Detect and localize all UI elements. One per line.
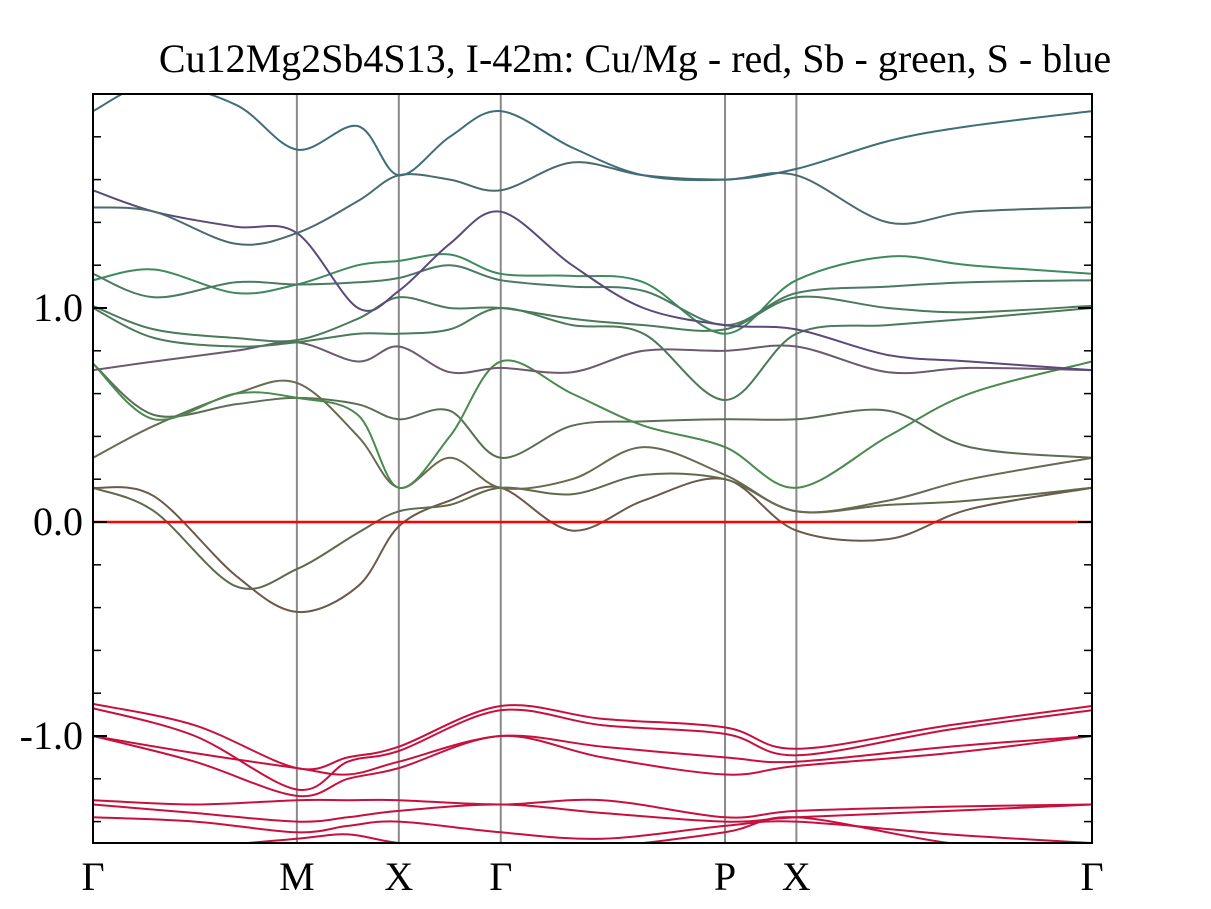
band-c5 <box>93 798 1092 819</box>
band-c3 <box>93 734 1092 776</box>
band-c6 <box>93 803 1092 823</box>
band-g13 <box>93 94 1092 182</box>
band-c8 <box>236 816 959 843</box>
x-tick-label-3: Γ <box>489 854 512 899</box>
y-tick-label-1: 0.0 <box>33 499 83 544</box>
band-g8 <box>93 295 1092 343</box>
band-g7 <box>93 306 1092 402</box>
band-g3 <box>93 379 1092 514</box>
x-tick-label-1: M <box>279 854 315 899</box>
band-g1 <box>93 477 1092 613</box>
band-g2 <box>93 472 1092 590</box>
band-c2 <box>93 707 1092 791</box>
x-tick-label-4: P <box>714 854 736 899</box>
band-g9 <box>93 253 1092 335</box>
high-symmetry-lines <box>295 94 798 843</box>
x-tick-label-0: Γ <box>81 854 104 899</box>
y-axis-ticks: 1.0 0.0 -1.0 <box>20 136 1092 823</box>
y-tick-label-0: 1.0 <box>33 285 83 330</box>
y-tick-label-2: -1.0 <box>20 713 83 758</box>
band-g12 <box>93 161 1092 246</box>
band-c4 <box>93 734 1092 798</box>
band-g10 <box>93 264 1092 327</box>
chart-title: Cu12Mg2Sb4S13, I-42m: Cu/Mg - red, Sb - … <box>159 36 1111 81</box>
x-tick-label-6: Γ <box>1080 854 1103 899</box>
band-c7 <box>93 816 1092 843</box>
plot-frame <box>92 93 1093 844</box>
band-g5 <box>93 359 1092 489</box>
band-series <box>93 94 1092 843</box>
band-g11 <box>93 189 1092 372</box>
band-g4 <box>93 362 1092 459</box>
band-c1 <box>93 702 1092 771</box>
x-tick-label-5: X <box>782 854 811 899</box>
x-tick-label-2: X <box>384 854 413 899</box>
